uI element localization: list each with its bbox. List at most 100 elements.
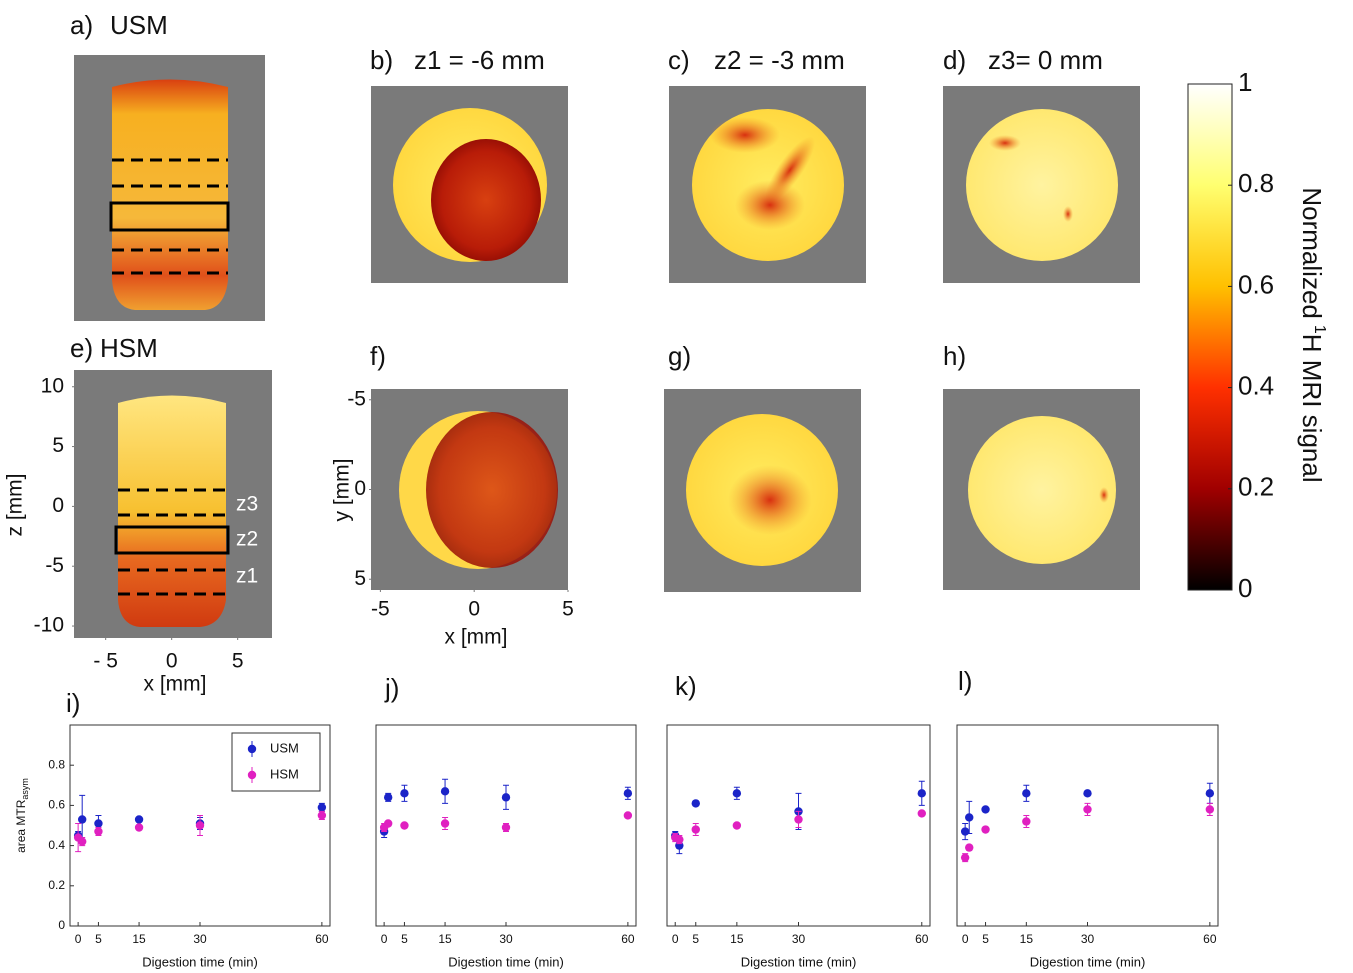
point (733, 789, 741, 797)
y-tick-label: 0.6 (48, 798, 65, 812)
panel-label: l) (958, 666, 972, 696)
panel-label: e) (70, 333, 93, 363)
x-tick-label: 15 (132, 932, 146, 946)
panel-label: b) (370, 45, 393, 75)
x-tick-label: 5 (982, 932, 989, 946)
panel-label: c) (668, 45, 690, 75)
y-tick-label: 0 (354, 477, 366, 500)
slice-label: z1 (236, 565, 258, 588)
point (400, 821, 408, 829)
point (384, 819, 392, 827)
point (78, 837, 86, 845)
point (1022, 789, 1030, 797)
slice-label: z3 (236, 493, 258, 516)
colorbar (1188, 84, 1232, 590)
x-axis-label: x [mm] (144, 673, 207, 696)
colorbar-tick-label: 0 (1238, 573, 1252, 603)
colorbar-tick-label: 0.2 (1238, 472, 1274, 502)
x-tick-label: 5 (562, 598, 574, 621)
x-tick-label: 5 (95, 932, 102, 946)
panel-label: a) (70, 10, 93, 40)
y-tick-label: 0 (58, 918, 65, 932)
point (502, 823, 510, 831)
x-axis-label: Digestion time (min) (448, 954, 564, 969)
x-tick-label: 30 (193, 932, 207, 946)
x-tick-label: 30 (792, 932, 806, 946)
x-tick-label: 15 (730, 932, 744, 946)
point (1083, 789, 1091, 797)
legend-swatch (248, 771, 256, 779)
x-tick-label: - 5 (93, 650, 118, 673)
point (692, 799, 700, 807)
x-axis-label: Digestion time (min) (142, 954, 258, 969)
y-tick-label: 10 (41, 374, 64, 397)
point (965, 813, 973, 821)
point (135, 815, 143, 823)
panel-label: f) (370, 341, 386, 371)
x-tick-label: 0 (962, 932, 969, 946)
panel-title: HSM (100, 333, 158, 363)
point (135, 823, 143, 831)
colorbar-tick-label: 1 (1238, 67, 1252, 97)
mri-image (371, 86, 568, 283)
point (733, 821, 741, 829)
label-subscript: asym (20, 778, 30, 800)
x-tick-label: 0 (75, 932, 82, 946)
x-tick-label: 0 (381, 932, 388, 946)
x-tick-label: 0 (166, 650, 178, 673)
panel-title: z2 = -3 mm (714, 45, 845, 75)
point (624, 811, 632, 819)
point (624, 789, 632, 797)
panel-label: k) (675, 671, 697, 701)
x-tick-label: 60 (1203, 932, 1217, 946)
panel-label: g) (668, 341, 691, 371)
colorbar-tick-label: 0.8 (1238, 168, 1274, 198)
panel-label: h) (943, 341, 966, 371)
colorbar-label: Normalized1H MRI signal (1297, 187, 1328, 482)
panel-label: d) (943, 45, 966, 75)
x-axis-label: Digestion time (min) (1030, 954, 1146, 969)
x-tick-label: 60 (915, 932, 929, 946)
y-tick-label: 0.2 (48, 878, 65, 892)
panel-label: i) (66, 688, 80, 718)
y-tick-label: 5 (52, 434, 64, 457)
x-tick-label: 60 (315, 932, 329, 946)
legend-label: HSM (270, 766, 299, 781)
y-tick-label: 5 (354, 567, 366, 590)
label-part: Normalized (1297, 187, 1327, 319)
label-part: area MTR (14, 799, 28, 853)
point (981, 825, 989, 833)
point (918, 809, 926, 817)
point (441, 787, 449, 795)
legend-label: USM (270, 740, 299, 755)
x-tick-label: 30 (499, 932, 513, 946)
x-tick-label: 5 (232, 650, 244, 673)
y-tick-label: -5 (45, 554, 64, 577)
colorbar-tick-label: 0.4 (1238, 370, 1274, 400)
x-tick-label: 5 (692, 932, 699, 946)
x-tick-label: 0 (672, 932, 679, 946)
point (961, 853, 969, 861)
point (1206, 789, 1214, 797)
slice-label: z2 (236, 528, 258, 551)
point (1083, 805, 1091, 813)
y-tick-label: -10 (34, 614, 64, 637)
y-axis-label: area MTRasym (14, 778, 30, 853)
point (502, 793, 510, 801)
point (384, 793, 392, 801)
point (1022, 817, 1030, 825)
y-axis-label: y [mm] (331, 459, 354, 522)
mri-image (943, 389, 1140, 590)
x-axis-label: Digestion time (min) (741, 954, 857, 969)
y-tick-label: 0.8 (48, 757, 65, 771)
figure: a) USM b) z1 = -6 mm c) z2 = -3 mm d) z3… (0, 0, 1353, 973)
y-tick-label: 0 (52, 494, 64, 517)
y-tick-label: 0.4 (48, 838, 65, 852)
point (196, 821, 204, 829)
point (318, 811, 326, 819)
point (400, 789, 408, 797)
panel-title: z3= 0 mm (988, 45, 1103, 75)
x-tick-label: 60 (621, 932, 635, 946)
point (961, 827, 969, 835)
mri-image (669, 86, 866, 283)
